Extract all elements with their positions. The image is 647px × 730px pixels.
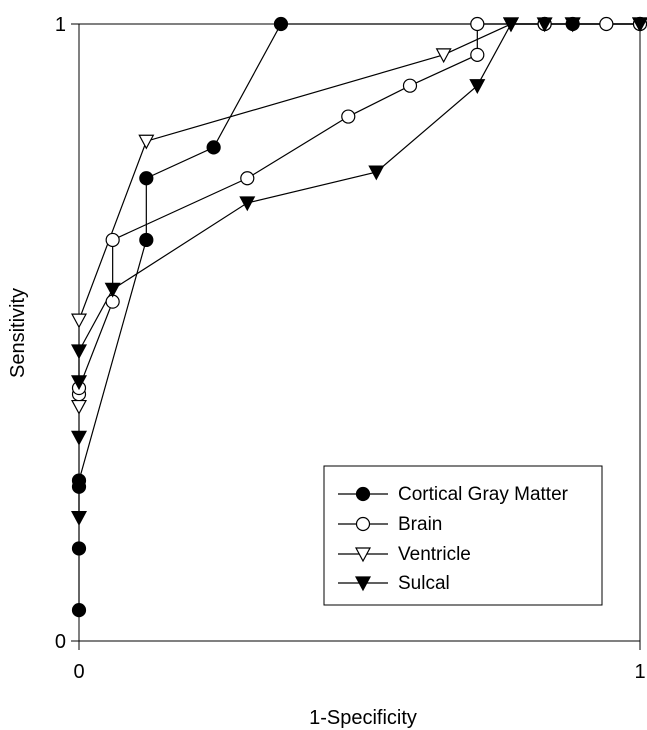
data-point-sulcal: [70, 430, 88, 446]
data-point-cortical-gray-matter: [71, 603, 87, 618]
y-tick-label-top: 1: [55, 14, 66, 36]
legend-label-sulcal: Sulcal: [398, 573, 450, 594]
data-point-brain: [341, 109, 356, 124]
legend-label-ventricle: Ventricle: [398, 544, 471, 565]
data-point-cortical-gray-matter: [139, 232, 154, 248]
data-point-sulcal: [502, 17, 519, 33]
data-point-cortical-gray-matter: [71, 541, 87, 556]
data-point-brain: [470, 47, 485, 62]
data-point-cortical-gray-matter: [139, 171, 154, 186]
y-tick-label-bottom: 0: [55, 631, 66, 653]
data-point-cortical-gray-matter: [273, 16, 289, 32]
data-point-ventricle: [138, 134, 155, 150]
legend-label-brain: Brain: [398, 514, 442, 535]
data-point-brain: [402, 78, 418, 93]
data-point-brain: [240, 171, 255, 186]
y-axis-label: Sensitivity: [7, 288, 29, 378]
data-point-ventricle: [70, 313, 88, 329]
legend-marker-sulcal: [354, 576, 372, 592]
x-axis-label: 1-Specificity: [309, 707, 417, 729]
series-line-sulcal: [78, 23, 640, 518]
data-point-cortical-gray-matter: [206, 140, 221, 155]
data-point-sulcal: [631, 17, 647, 33]
data-point-cortical-gray-matter: [71, 473, 87, 488]
data-point-sulcal: [239, 196, 256, 212]
data-point-ventricle: [435, 48, 452, 64]
data-point-sulcal: [70, 344, 88, 360]
legend-items: [338, 486, 388, 592]
data-point-brain: [105, 232, 120, 248]
legend-label-cortical-gray-matter: Cortical Gray Matter: [398, 484, 569, 505]
data-point-brain: [470, 16, 485, 32]
series-line-ventricle: [78, 23, 640, 407]
data-point-brain: [599, 16, 614, 32]
data-point-sulcal: [70, 375, 88, 391]
data-point-sulcal: [368, 165, 385, 181]
y-axis: 1 0 Sensitivity: [7, 14, 79, 653]
legend-marker-ventricle: [354, 547, 372, 563]
x-tick-label-left: 0: [73, 661, 84, 683]
x-axis: 0 1 1-Specificity: [73, 641, 646, 729]
data-point-sulcal: [564, 17, 581, 33]
data-point-sulcal: [469, 79, 486, 94]
data-point-sulcal: [104, 282, 121, 298]
legend: Cortical Gray Matter Brain Ventricle Sul…: [323, 465, 603, 606]
legend-marker-cortical-gray-matter: [355, 486, 371, 502]
legend-box: [323, 465, 603, 606]
data-point-sulcal: [70, 511, 88, 526]
data-point-ventricle: [70, 399, 88, 415]
data-point-sulcal: [536, 17, 553, 33]
legend-marker-brain: [355, 516, 371, 532]
data-marks: [70, 16, 647, 618]
x-tick-label-right: 1: [634, 661, 645, 683]
